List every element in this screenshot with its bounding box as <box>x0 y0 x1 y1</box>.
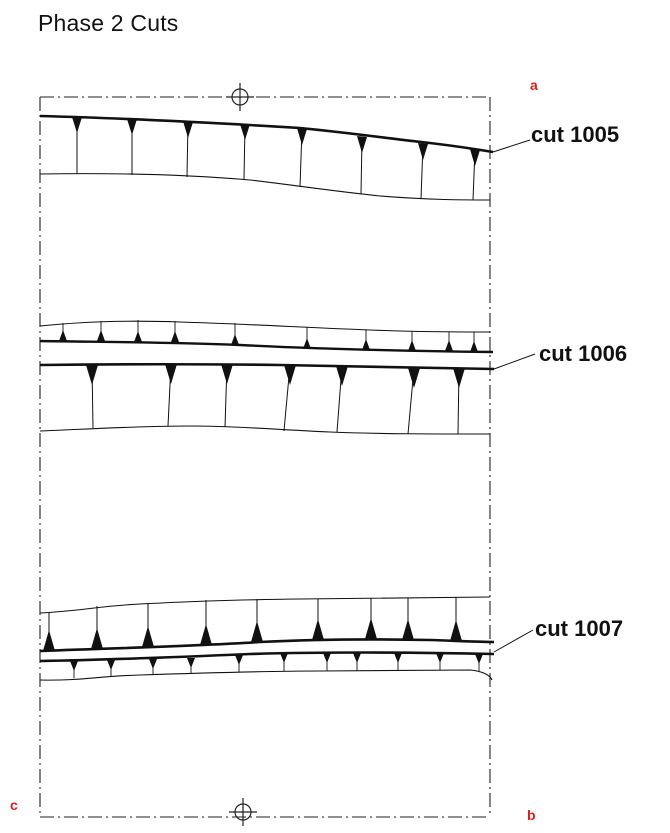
cut-1007-upper-profile <box>40 597 490 613</box>
corner-label-b: b <box>527 807 536 823</box>
cut-1007-section <box>40 597 533 680</box>
corner-label-c: c <box>10 797 18 813</box>
cut-1007-upper-teeth <box>43 618 462 651</box>
cut-1006-bottom-edge <box>40 426 490 434</box>
cut-1006-top-edge <box>40 364 494 369</box>
cut-1007-lower-teeth <box>70 653 483 671</box>
cut-1007-bottom-edge <box>40 670 492 680</box>
cut-1007-middle-edge <box>40 653 494 662</box>
cut-1007-lower-hachures <box>74 653 479 678</box>
cut-1007-top-edge <box>40 639 494 651</box>
cut-1006-upper-edge <box>40 341 493 352</box>
cut-1006-leader-line <box>494 354 535 369</box>
cut-1007-label: cut 1007 <box>535 616 623 642</box>
cut-1005-hachures <box>77 118 475 200</box>
corner-label-a: a <box>530 77 538 93</box>
cut-1006-section <box>40 320 535 434</box>
section-frame <box>40 97 490 817</box>
cut-1007-leader-line <box>494 630 533 652</box>
cut-1005-bottom-edge <box>40 174 490 200</box>
crosshair-icon <box>229 798 257 826</box>
cut-1005-leader-line <box>493 140 530 152</box>
cut-1006-upper-profile <box>40 321 490 332</box>
cut-1006-hachures <box>92 364 459 434</box>
cut-1005-label: cut 1005 <box>531 122 619 148</box>
cut-1006-label: cut 1006 <box>539 341 627 367</box>
cut-1005-section <box>40 116 530 200</box>
crosshair-icon <box>226 83 254 111</box>
